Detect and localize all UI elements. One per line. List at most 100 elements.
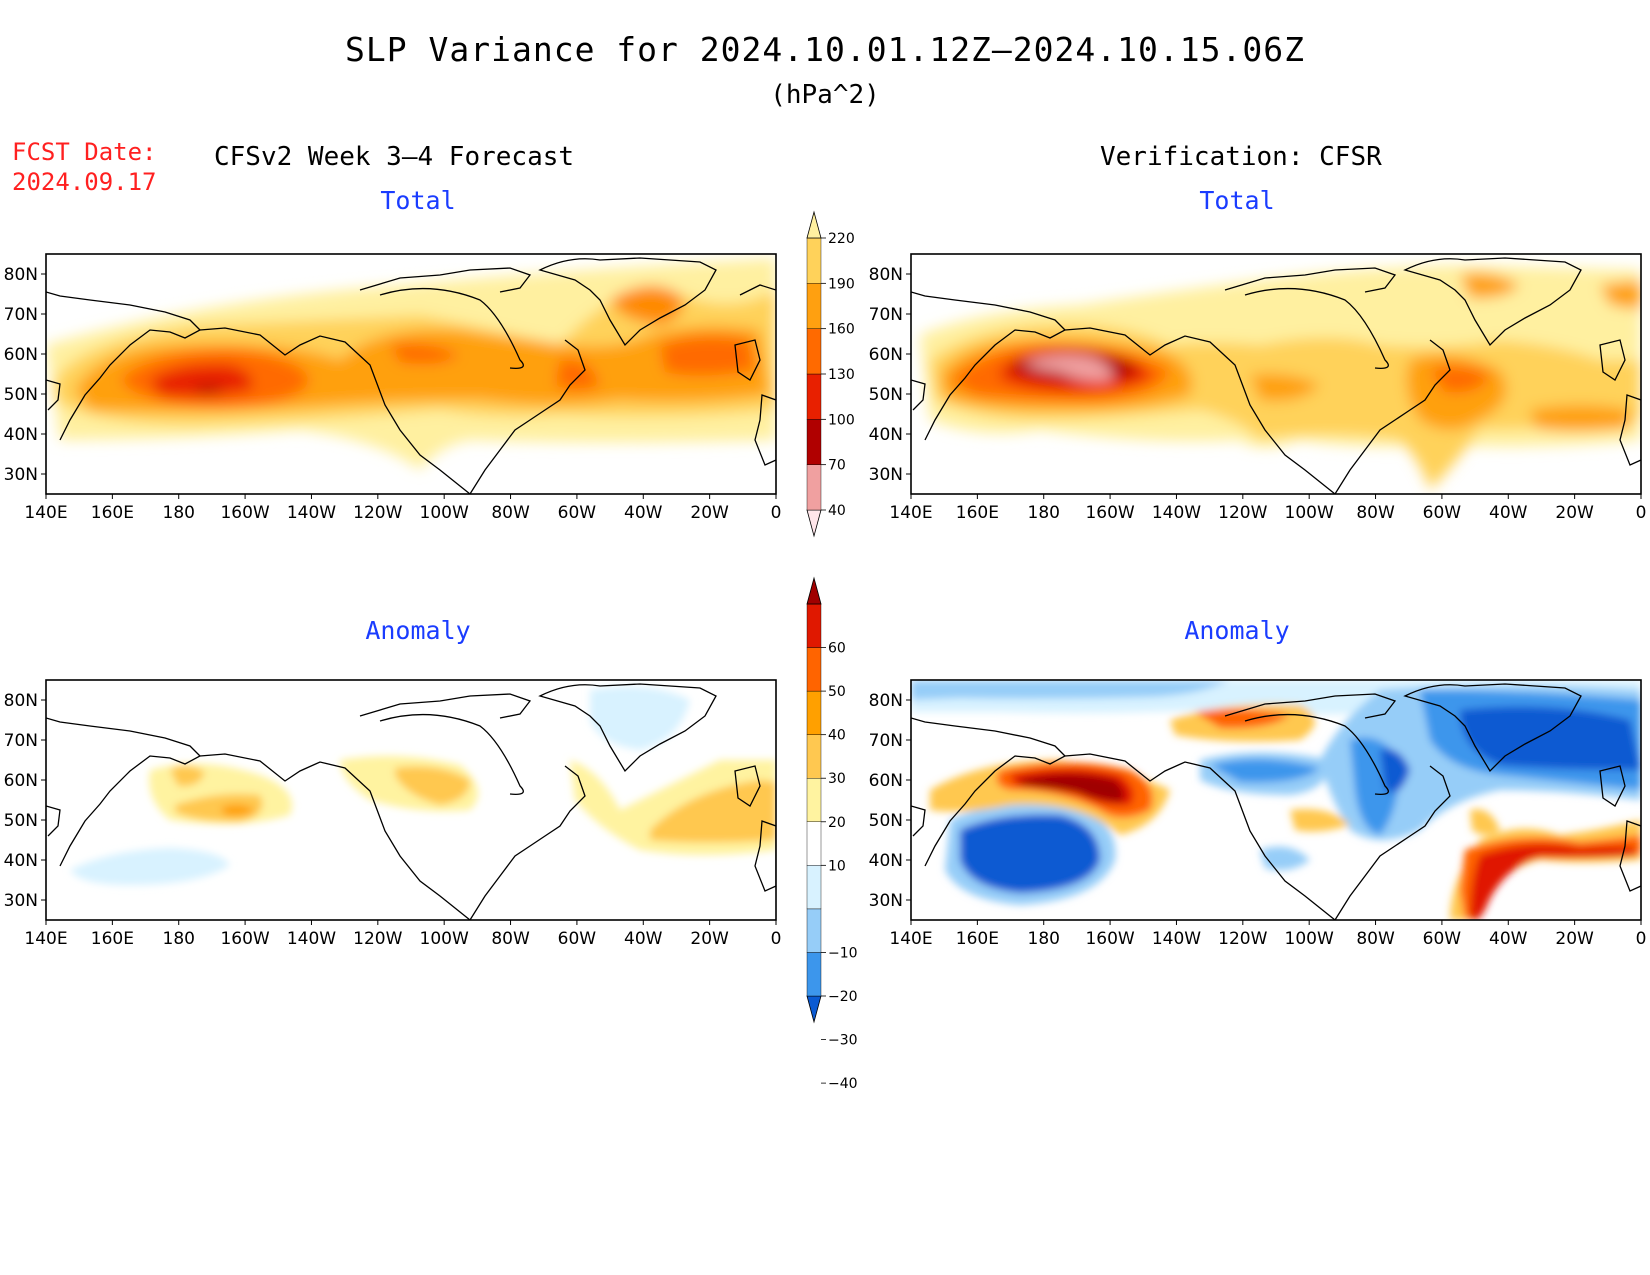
lon-tick-label: 40W bbox=[1489, 503, 1528, 523]
lat-tick-label: 60N bbox=[869, 345, 903, 365]
colorbar-anomaly-label: 60 bbox=[828, 641, 846, 657]
colorbar-total-label: 130 bbox=[828, 367, 855, 383]
colorbar-swatch bbox=[806, 603, 822, 648]
colorbar-swatch bbox=[806, 419, 822, 465]
forecast-column-title: CFSv2 Week 3–4 Forecast bbox=[214, 142, 575, 172]
lat-tick-label: 30N bbox=[4, 465, 38, 485]
lat-tick-label: 70N bbox=[869, 305, 903, 325]
colorbar-swatch bbox=[806, 865, 822, 910]
colorbars: 40 70 100 130 160 190 220 60 50 40 30 20 10 −10 −20 −30… bbox=[806, 210, 858, 1092]
lon-tick-label: 140E bbox=[889, 929, 932, 949]
lat-tick-label: 80N bbox=[869, 265, 903, 285]
colorbar-swatch bbox=[806, 690, 822, 735]
lon-tick-label: 180 bbox=[1028, 929, 1060, 949]
lat-tick-label: 30N bbox=[869, 465, 903, 485]
lon-tick-label: 140E bbox=[24, 503, 67, 523]
coastline bbox=[911, 257, 1641, 494]
figure-units: (hPa^2) bbox=[770, 80, 880, 110]
colorbar-total bbox=[806, 210, 822, 538]
lon-tick-label: 160W bbox=[1085, 929, 1134, 949]
lon-tick-label: 100W bbox=[420, 503, 469, 523]
lon-tick-label: 80W bbox=[1356, 503, 1395, 523]
colorbar-anomaly-label: −20 bbox=[828, 989, 858, 1005]
lat-tick-label: 50N bbox=[869, 385, 903, 405]
colorbar-swatch bbox=[806, 952, 822, 997]
lon-tick-label: 20W bbox=[1555, 503, 1594, 523]
lon-tick-label: 80W bbox=[1356, 929, 1395, 949]
panel-title-fcst-total: Total bbox=[380, 186, 456, 215]
lat-tick-label: 80N bbox=[869, 691, 903, 711]
colorbar-anomaly-label: 10 bbox=[828, 858, 846, 874]
colorbar-swatch bbox=[806, 464, 822, 511]
colorbar-total-label: 220 bbox=[828, 231, 855, 247]
panel-fcst-anomaly bbox=[45, 679, 777, 921]
lon-tick-label: 180 bbox=[163, 503, 195, 523]
panel-verif-total bbox=[910, 253, 1642, 495]
fcst-date-value: 2024.09.17 bbox=[12, 168, 157, 196]
fcst-date-label: FCST Date: bbox=[12, 138, 157, 166]
lon-tick-label: 160E bbox=[91, 503, 134, 523]
panel-frame-verif-anomaly bbox=[910, 679, 1642, 921]
lon-tick-label: 40W bbox=[624, 503, 663, 523]
lat-tick-label: 70N bbox=[4, 305, 38, 325]
lat-tick-label: 40N bbox=[869, 851, 903, 871]
lat-tick-label: 40N bbox=[869, 425, 903, 445]
lon-tick-label: 160E bbox=[91, 929, 134, 949]
colorbar-anomaly-label: −10 bbox=[828, 945, 858, 961]
lon-tick-label: 160W bbox=[1085, 503, 1134, 523]
lon-tick-label: 40W bbox=[624, 929, 663, 949]
lon-tick-label: 0 bbox=[1636, 503, 1647, 523]
colorbar-total-label: 70 bbox=[828, 458, 846, 474]
lon-tick-label: 140E bbox=[24, 929, 67, 949]
lon-tick-label: 160W bbox=[220, 929, 269, 949]
colorbar-anomaly-label: −40 bbox=[828, 1076, 858, 1092]
colorbar-end-triangle bbox=[806, 210, 822, 239]
coastline bbox=[46, 257, 776, 494]
lon-tick-label: 160W bbox=[220, 503, 269, 523]
colorbar-swatch bbox=[806, 734, 822, 779]
colorbar-swatch bbox=[806, 821, 822, 866]
lon-tick-label: 80W bbox=[491, 503, 530, 523]
lat-tick-label: 50N bbox=[4, 811, 38, 831]
lon-tick-label: 80W bbox=[491, 929, 530, 949]
lat-tick-label: 30N bbox=[869, 891, 903, 911]
panel-verif-anomaly bbox=[910, 679, 1642, 921]
panel-title-verif-total: Total bbox=[1199, 186, 1275, 215]
lat-tick-label: 80N bbox=[4, 265, 38, 285]
colorbar-total-label: 40 bbox=[828, 503, 846, 519]
colorbar-swatch bbox=[806, 373, 822, 420]
lat-tick-label: 30N bbox=[4, 891, 38, 911]
colorbar-end-triangle bbox=[806, 995, 822, 1024]
lat-tick-label: 40N bbox=[4, 425, 38, 445]
lon-tick-label: 60W bbox=[1423, 929, 1462, 949]
colorbar-end-triangle bbox=[806, 576, 822, 605]
coastline bbox=[46, 683, 776, 920]
lat-tick-label: 50N bbox=[869, 811, 903, 831]
lon-tick-label: 20W bbox=[1555, 929, 1594, 949]
figure-title: SLP Variance for 2024.10.01.12Z–2024.10.… bbox=[345, 30, 1305, 69]
lon-tick-label: 0 bbox=[771, 503, 782, 523]
lon-tick-label: 120W bbox=[353, 503, 402, 523]
colorbar-swatch bbox=[806, 237, 822, 284]
lon-tick-label: 140E bbox=[889, 503, 932, 523]
verif-total-shading bbox=[911, 254, 1641, 494]
axis-labels: 140E 160E 180 160W 140W 120W 100W 80W 60W 40W 20W 0… bbox=[4, 265, 1647, 949]
lon-tick-label: 180 bbox=[163, 929, 195, 949]
colorbar-swatch bbox=[806, 647, 822, 692]
lon-tick-label: 140W bbox=[1152, 503, 1201, 523]
colorbar-swatch bbox=[806, 328, 822, 375]
lon-tick-label: 100W bbox=[1285, 929, 1334, 949]
colorbar-total-label: 100 bbox=[828, 412, 855, 428]
lon-tick-label: 120W bbox=[353, 929, 402, 949]
lat-tick-label: 50N bbox=[4, 385, 38, 405]
lat-tick-label: 80N bbox=[4, 691, 38, 711]
colorbar-anomaly-label: 40 bbox=[828, 728, 846, 744]
panel-frame-fcst-total bbox=[45, 253, 777, 495]
lon-tick-label: 100W bbox=[1285, 503, 1334, 523]
verification-column-title: Verification: CFSR bbox=[1100, 142, 1382, 172]
lon-tick-label: 160E bbox=[956, 929, 999, 949]
panel-fcst-total bbox=[45, 253, 777, 495]
lon-tick-label: 20W bbox=[690, 503, 729, 523]
lat-tick-label: 60N bbox=[869, 771, 903, 791]
